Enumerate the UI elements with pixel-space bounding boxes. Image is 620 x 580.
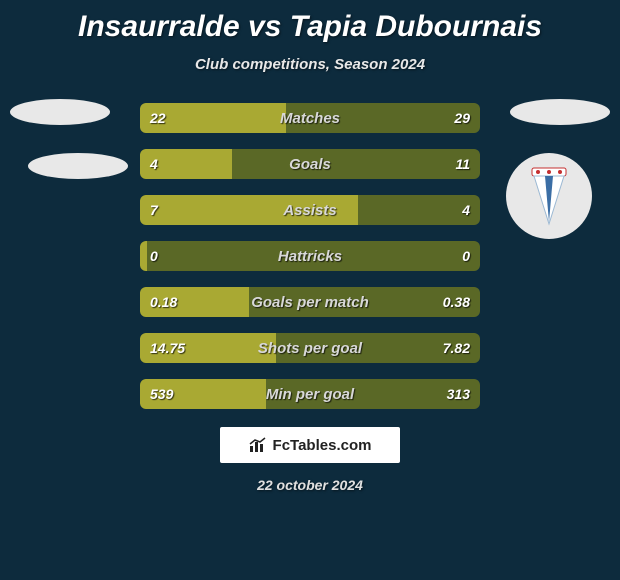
stat-row-hattricks: Hattricks0 0 [140, 241, 480, 271]
page-subtitle: Club competitions, Season 2024 [0, 56, 620, 73]
stat-value-left: 0 [150, 241, 158, 271]
footer-date: 22 october 2024 [0, 477, 620, 493]
stat-row-assists: Assists7 4 [140, 195, 480, 225]
player-left-placeholder-1 [10, 99, 110, 125]
stat-value-left: 4 [150, 149, 158, 179]
brand-tag[interactable]: FcTables.com [220, 427, 400, 463]
brand-label: FcTables.com [273, 437, 372, 454]
club-right-circle [506, 153, 592, 239]
chart-icon [249, 437, 267, 453]
stat-value-right: 313 [447, 379, 470, 409]
stat-value-right: 7.82 [443, 333, 470, 363]
stat-value-right: 4 [462, 195, 470, 225]
stat-label: Matches [140, 103, 480, 133]
comparison-panel: Matches2229Goals411Assists74Hattricks00G… [0, 103, 620, 409]
stat-row-shots-per-goal: Shots per goal14.75 7.82 [140, 333, 480, 363]
stat-value-right: 29 [454, 103, 470, 133]
stat-value-right: 0.38 [443, 287, 470, 317]
stat-value-left: 539 [150, 379, 173, 409]
player-right-placeholder [510, 99, 610, 125]
stat-row-goals: Goals4 11 [140, 149, 480, 179]
stat-label: Assists [140, 195, 480, 225]
stat-label: Goals per match [140, 287, 480, 317]
page-title: Insaurralde vs Tapia Dubournais [0, 0, 620, 44]
stat-label: Min per goal [140, 379, 480, 409]
stat-label: Shots per goal [140, 333, 480, 363]
stat-row-matches: Matches22 29 [140, 103, 480, 133]
stats-bars: Matches2229Goals411Assists74Hattricks00G… [140, 103, 480, 409]
stat-value-left: 14.75 [150, 333, 185, 363]
stat-value-right: 0 [462, 241, 470, 271]
stat-row-min-per-goal: Min per goal539 313 [140, 379, 480, 409]
stat-value-left: 0.18 [150, 287, 177, 317]
stat-value-left: 7 [150, 195, 158, 225]
stat-value-right: 11 [455, 149, 470, 179]
player-left-placeholder-2 [28, 153, 128, 179]
stat-label: Hattricks [140, 241, 480, 271]
stat-row-goals-per-match: Goals per match0.18 0.38 [140, 287, 480, 317]
stat-value-left: 22 [150, 103, 166, 133]
club-logo-icon [524, 166, 574, 226]
stat-label: Goals [140, 149, 480, 179]
